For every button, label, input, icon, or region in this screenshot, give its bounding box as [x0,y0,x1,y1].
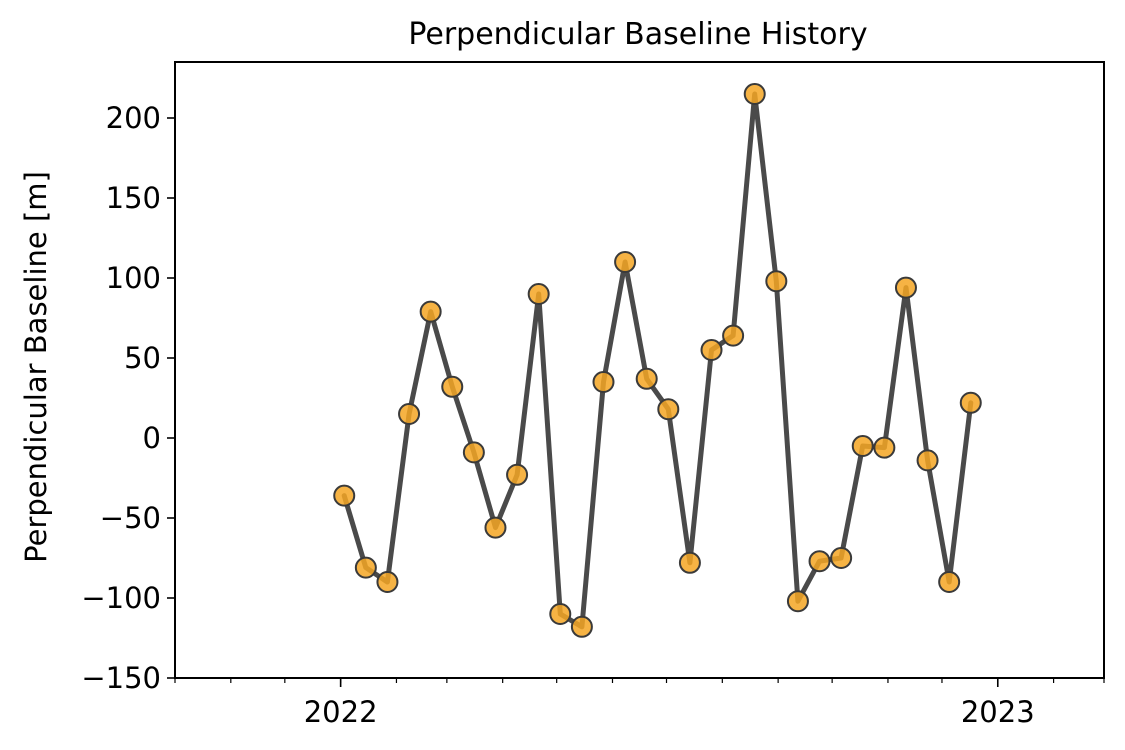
data-point [441,375,464,398]
data-point [808,550,831,573]
data-point [419,300,442,323]
y-tick-label: −100 [81,581,161,615]
y-tick-label: 150 [106,181,161,215]
y-tick-label: −50 [100,501,161,535]
x-tick-label: 2022 [304,695,378,729]
data-point [570,615,593,638]
data-point [722,324,745,347]
data-point [376,571,399,593]
data-point [959,391,982,414]
y-tick-label: 0 [143,421,161,455]
data-point [333,484,356,507]
data-point [657,398,680,421]
data-point [700,339,723,361]
y-axis-label: Perpendicular Baseline [m] [19,171,53,563]
data-point [527,283,550,305]
series-line-layer [341,91,974,630]
data-point [592,371,615,393]
data-point [635,367,658,390]
data-point [462,441,485,464]
y-tick-label: 50 [124,341,161,375]
data-point [873,436,896,459]
data-point [398,403,421,425]
data-point [549,603,572,625]
data-point [506,463,529,486]
data-point [354,556,377,579]
data-point [484,516,507,539]
data-point [678,551,701,574]
x-tick-label: 2023 [961,695,1035,729]
series-line [341,91,974,630]
data-point [938,571,961,593]
markers-layer [333,83,982,638]
data-point [765,270,788,293]
data-point [786,590,809,613]
y-tick-label: −150 [81,661,161,695]
data-point [830,547,853,569]
data-point [743,83,766,105]
data-point [614,251,637,273]
data-point [916,449,939,472]
chart-title: Perpendicular Baseline History [408,17,867,52]
data-point [851,435,874,457]
data-point [894,276,917,299]
axes-frame [174,61,1105,679]
y-tick-label: 100 [106,261,161,295]
y-tick-label: 200 [106,101,161,135]
ticks-layer: −150 −100 −50 0 50 100 150 200 2022 2023 [81,101,1105,729]
